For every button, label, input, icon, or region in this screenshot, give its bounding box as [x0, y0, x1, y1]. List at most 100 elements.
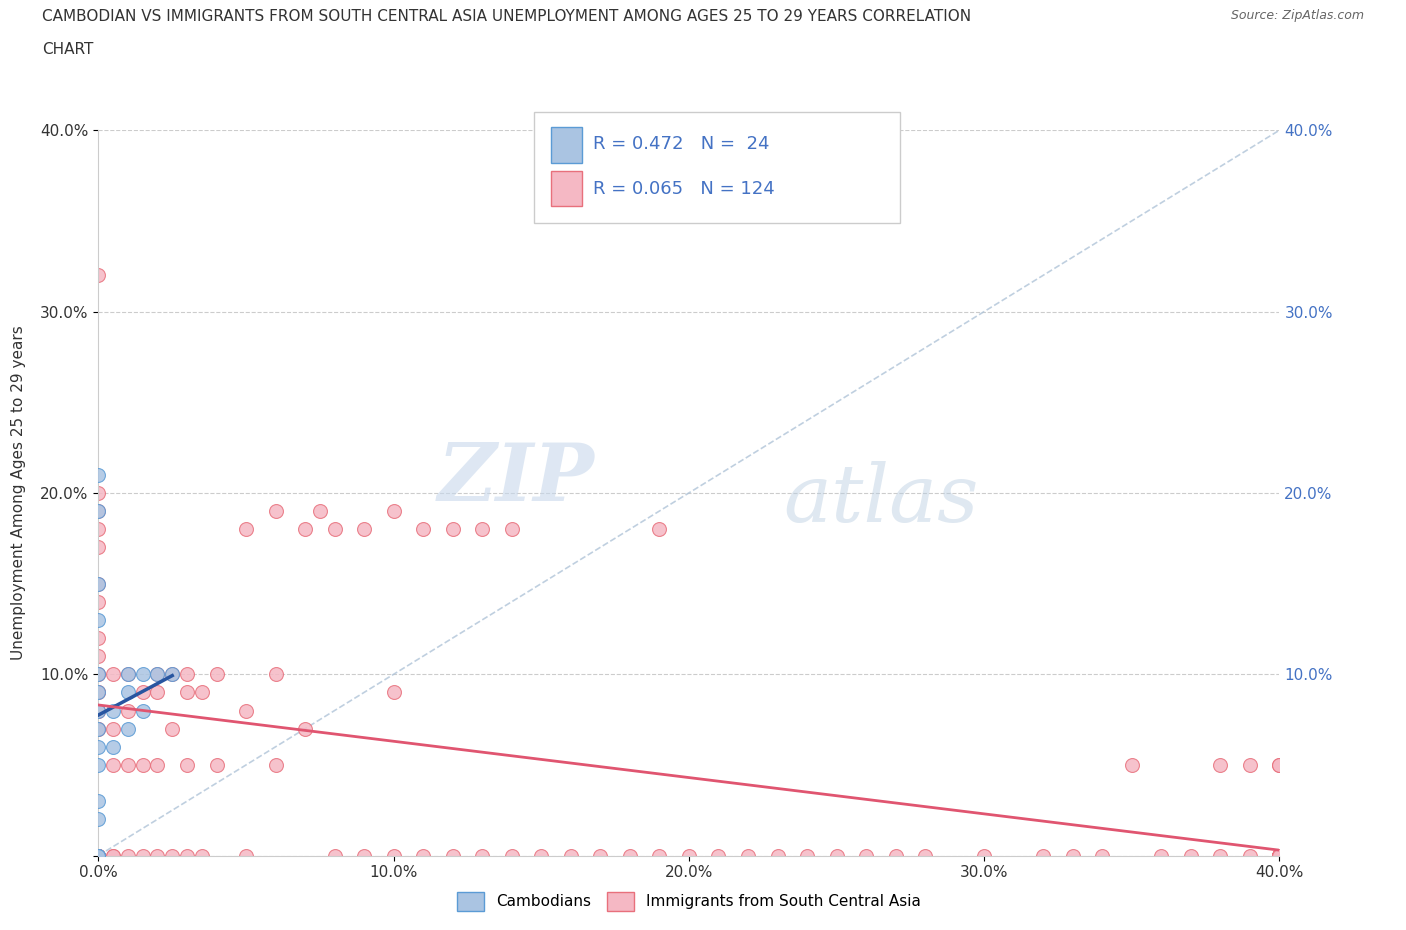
Point [1209, 757, 1232, 772]
Point [162, 722, 183, 737]
Point [264, 757, 287, 772]
Point [382, 848, 405, 863]
Point [117, 848, 139, 863]
Point [1268, 848, 1291, 863]
Point [132, 703, 155, 718]
Point [87, 722, 110, 737]
Point [146, 848, 169, 863]
Point [264, 504, 287, 519]
Point [264, 667, 287, 682]
Point [103, 722, 125, 737]
Point [382, 504, 405, 519]
Point [1180, 848, 1202, 863]
Point [412, 522, 434, 537]
Point [87, 539, 110, 554]
Point [87, 684, 110, 700]
Point [191, 848, 214, 863]
Point [132, 684, 155, 700]
Point [1268, 848, 1291, 863]
Point [1268, 757, 1291, 772]
Point [87, 504, 110, 519]
Point [117, 667, 139, 682]
Point [205, 667, 228, 682]
Point [103, 703, 125, 718]
Point [1268, 848, 1291, 863]
Point [103, 739, 125, 754]
Point [323, 848, 346, 863]
Point [87, 667, 110, 682]
Point [87, 848, 110, 863]
Point [1268, 848, 1291, 863]
Point [1268, 848, 1291, 863]
Point [1268, 848, 1291, 863]
Point [678, 848, 700, 863]
Point [103, 848, 125, 863]
Point [1268, 848, 1291, 863]
Point [382, 684, 405, 700]
Point [441, 522, 464, 537]
Point [1268, 848, 1291, 863]
Point [501, 848, 523, 863]
Point [87, 757, 110, 772]
Point [146, 667, 169, 682]
Point [87, 485, 110, 500]
Point [294, 722, 316, 737]
Point [87, 848, 110, 863]
Point [176, 848, 198, 863]
Point [294, 522, 316, 537]
Point [87, 848, 110, 863]
Point [132, 757, 155, 772]
Point [87, 504, 110, 519]
Point [87, 703, 110, 718]
Point [648, 848, 671, 863]
Point [103, 757, 125, 772]
Point [87, 703, 110, 718]
Point [87, 684, 110, 700]
Point [87, 667, 110, 682]
Point [825, 848, 848, 863]
Point [103, 848, 125, 863]
Point [323, 522, 346, 537]
Point [1239, 848, 1261, 863]
Point [87, 703, 110, 718]
Point [87, 848, 110, 863]
Point [1268, 848, 1291, 863]
Point [87, 848, 110, 863]
Point [766, 848, 789, 863]
Point [235, 522, 257, 537]
Point [1032, 848, 1054, 863]
Point [87, 848, 110, 863]
Point [1268, 848, 1291, 863]
Point [796, 848, 818, 863]
Point [87, 522, 110, 537]
Point [87, 848, 110, 863]
Point [1268, 848, 1291, 863]
Point [412, 848, 434, 863]
Point [87, 722, 110, 737]
Point [132, 848, 155, 863]
Point [176, 757, 198, 772]
Point [87, 649, 110, 664]
Point [441, 848, 464, 863]
Point [87, 268, 110, 283]
Text: ZIP: ZIP [437, 440, 595, 517]
Point [87, 848, 110, 863]
Point [162, 848, 183, 863]
Point [619, 848, 641, 863]
Point [162, 667, 183, 682]
Point [353, 522, 375, 537]
Point [1268, 848, 1291, 863]
Point [1268, 848, 1291, 863]
Point [87, 794, 110, 809]
Legend: Cambodians, Immigrants from South Central Asia: Cambodians, Immigrants from South Centra… [450, 886, 928, 917]
Point [87, 631, 110, 645]
Point [589, 848, 612, 863]
Point [176, 684, 198, 700]
Point [117, 667, 139, 682]
Point [146, 684, 169, 700]
Point [117, 722, 139, 737]
Point [737, 848, 759, 863]
Point [87, 848, 110, 863]
Point [87, 848, 110, 863]
Point [146, 667, 169, 682]
